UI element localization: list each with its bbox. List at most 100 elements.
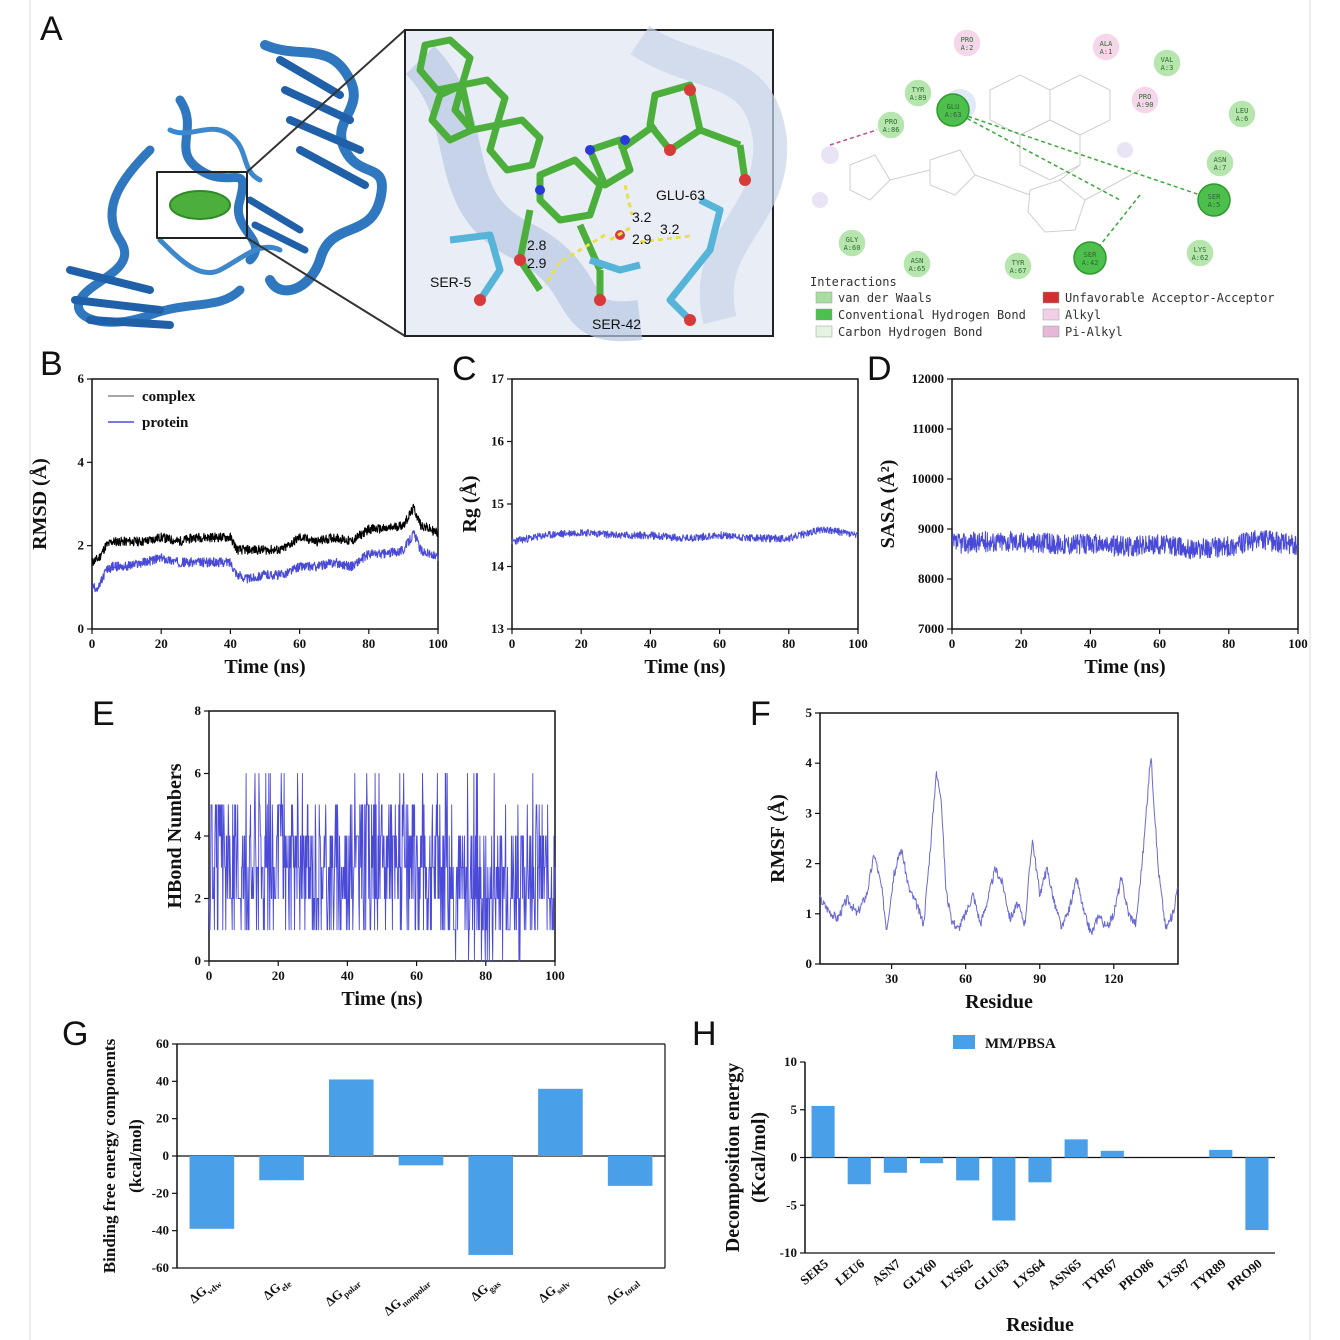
x-tick-label-sub: nonpolar (400, 1279, 433, 1309)
residue-circle (837, 228, 867, 258)
x-axis-label: Residue (965, 991, 1033, 1013)
x-tick-label: 100 (1288, 636, 1308, 651)
panel-a: A (40, 10, 1275, 342)
y-tick-label: 4 (195, 828, 202, 843)
residue-label-glu63: GLU-63 (656, 187, 705, 203)
hbond-distance-2: 2.9 (632, 231, 652, 247)
residue-label: A:2 (961, 44, 974, 52)
x-tick-label: 20 (575, 636, 588, 651)
residue-label: VAL (1161, 56, 1174, 64)
x-tick-label: 0 (206, 968, 213, 983)
x-tick-label-base: ΔG (467, 1281, 491, 1304)
x-tick-label: ΔGpolar (322, 1273, 363, 1312)
y-tick-label: 9000 (918, 521, 944, 536)
x-axis-label: Time (ns) (644, 656, 725, 678)
plot-frame (511, 378, 859, 630)
residue-label: A:86 (883, 126, 900, 134)
y-tick-label: 11000 (912, 421, 944, 436)
x-tick-label: 120 (1104, 971, 1124, 986)
residue-circle (1197, 183, 1231, 217)
legend-label: Pi-Alkyl (1065, 325, 1123, 339)
residue-circle (936, 93, 970, 127)
y-tick-label: 4 (78, 454, 85, 469)
residue-label: PRO (961, 36, 974, 44)
residue-circle (903, 78, 933, 108)
series-line-complex (91, 503, 439, 566)
hbond-distance-4: 2.8 (527, 237, 547, 253)
y-tick-label: -10 (780, 1245, 797, 1260)
panel-label-g: G (62, 1015, 88, 1053)
series-line-series-0 (951, 530, 1299, 560)
bar (1028, 1157, 1052, 1183)
residue-label: PRO (885, 118, 898, 126)
x-tick-label: LYS62 (938, 1256, 976, 1291)
y-tick-label: 5 (791, 1102, 798, 1117)
hbond-distance-1: 3.2 (632, 209, 652, 225)
x-tick-label: 60 (713, 636, 726, 651)
residue-label: A:3 (1161, 64, 1174, 72)
x-tick-label: 0 (89, 636, 96, 651)
residue-circle (902, 249, 932, 279)
y-axis-label-line: (Kcal/mol) (748, 1112, 770, 1203)
x-tick-label: 100 (848, 636, 868, 651)
x-tick-label-base: ΔG (603, 1284, 627, 1307)
series-line-series-0 (208, 773, 556, 962)
y-tick-label: 16 (491, 434, 505, 449)
residue-label: ASN (911, 257, 924, 265)
legend-swatch (1042, 308, 1060, 321)
panel-e-hbond-chart: E 0 20 40 60 80 100 0 2 4 6 8 Time (ns) HBond Number… (92, 695, 565, 1010)
x-tick-label: GLU63 (971, 1255, 1013, 1293)
panel-label-d: D (867, 350, 892, 388)
residue-label: A:5 (1208, 201, 1221, 209)
plot-frame (819, 712, 1179, 965)
bar (883, 1157, 907, 1173)
x-tick-label: 40 (341, 968, 354, 983)
x-tick-label-sub: polar (341, 1279, 363, 1300)
residue-label: SER (1084, 251, 1097, 259)
y-tick-label: 0 (791, 1150, 798, 1165)
bar (538, 1088, 583, 1156)
y-axis-label-line: (kcal/mol) (126, 1119, 145, 1193)
legend-swatch (815, 291, 833, 304)
y-axis-label-line: Decomposition energy (722, 1063, 744, 1252)
residue-circle (1091, 32, 1121, 62)
panel-f-rmsf-chart: F 30 60 90 120 0 1 2 3 4 5 Residue RMSF (Å) (750, 695, 1179, 1013)
x-tick-label: ΔGsolv (535, 1272, 572, 1307)
y-axis-label-line: Binding free energy components (100, 1038, 119, 1273)
bar (847, 1157, 871, 1185)
residue-circle (1003, 251, 1033, 281)
x-tick-label-base: ΔG (186, 1283, 210, 1306)
x-tick-label: ΔGele (260, 1273, 294, 1305)
residue-label: PRO (1139, 93, 1152, 101)
y-axis-label: HBond Numbers (164, 763, 186, 908)
bar (398, 1156, 444, 1166)
bar (328, 1079, 374, 1156)
legend-swatch (815, 308, 833, 321)
legend-label: MM/PBSA (985, 1036, 1056, 1052)
x-tick-label-base: ΔG (260, 1280, 284, 1303)
x-tick-label: ΔGgas (467, 1272, 503, 1306)
x-tick-label: PRO86 (1116, 1255, 1157, 1293)
residue-label: SER (1208, 193, 1221, 201)
x-axis-label: Time (ns) (341, 988, 422, 1010)
residue-label: A:63 (945, 111, 962, 119)
y-tick-label: 6 (195, 766, 202, 781)
x-tick-label: 90 (1033, 971, 1046, 986)
y-tick-label: 17 (491, 371, 505, 386)
x-tick-label: 60 (1153, 636, 1166, 651)
interactions-title: Interactions (810, 275, 897, 289)
residue-circle (876, 110, 906, 140)
legend-label-complex: complex (142, 389, 196, 405)
x-tick-label: TYR89 (1188, 1255, 1229, 1293)
y-tick-label: 1 (806, 906, 813, 921)
bar (811, 1105, 835, 1158)
residue-label: TYR (1012, 259, 1025, 267)
legend-swatch (953, 1035, 975, 1049)
residue-label: A:7 (1214, 164, 1227, 172)
x-tick-label-sub: vdw (205, 1279, 224, 1297)
y-tick-label: -5 (786, 1197, 797, 1212)
y-tick-label: 40 (156, 1073, 169, 1088)
residue-label: GLY (846, 236, 859, 244)
